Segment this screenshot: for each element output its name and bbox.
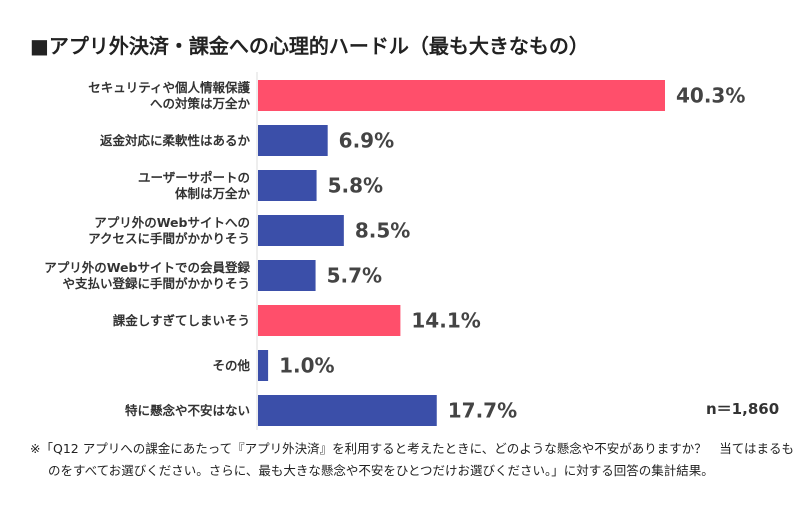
bar bbox=[258, 125, 328, 156]
bar bbox=[258, 395, 437, 426]
bar bbox=[258, 305, 401, 336]
bar bbox=[258, 170, 317, 201]
category-label: 特に懸念や不安はない bbox=[124, 402, 250, 418]
bar bbox=[258, 260, 316, 291]
value-label: 14.1% bbox=[411, 309, 480, 333]
category-label: その他 bbox=[212, 357, 250, 373]
category-label: ユーザーサポートの 体制は万全か bbox=[137, 169, 250, 201]
bar bbox=[258, 80, 665, 111]
value-label: 5.7% bbox=[327, 264, 382, 288]
value-label: 5.8% bbox=[328, 174, 383, 198]
value-label: 6.9% bbox=[339, 129, 394, 153]
category-label: アプリ外のWebサイトでの会員登録 や支払い登録に手間がかかりそう bbox=[44, 259, 250, 291]
category-label: 返金対応に柔軟性はあるか bbox=[99, 132, 250, 148]
sample-size: n＝1,860 bbox=[706, 400, 780, 418]
category-label: セキュリティや個人情報保護 への対策は万全か bbox=[88, 79, 250, 111]
chart-title: ■アプリ外決済・課金への心理的ハードル（最も大きなもの） bbox=[30, 34, 589, 58]
bar bbox=[258, 215, 344, 246]
category-label: 課金しすぎてしまいそう bbox=[112, 312, 250, 328]
value-label: 17.7% bbox=[448, 399, 517, 423]
bar bbox=[258, 350, 269, 381]
value-label: 8.5% bbox=[355, 219, 410, 243]
category-label: アプリ外のWebサイトへの アクセスに手間がかかりそう bbox=[88, 214, 250, 246]
value-label: 40.3% bbox=[676, 84, 745, 108]
footnote: ※「Q12 アプリへの課金にあたって『アプリ外決済』を利用すると考えたときに、ど… bbox=[30, 441, 794, 478]
value-label: 1.0% bbox=[279, 354, 334, 378]
